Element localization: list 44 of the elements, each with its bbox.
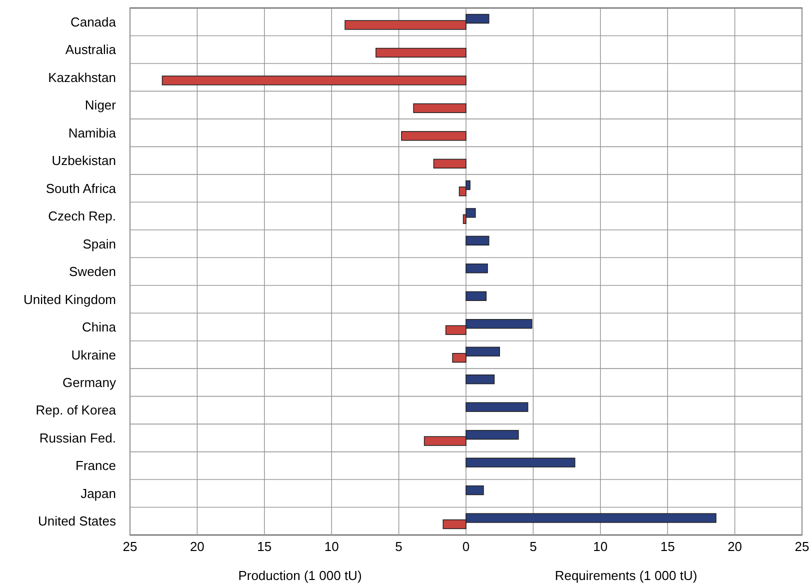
y-tick-label: Spain — [82, 236, 116, 252]
x-tick-label: 20 — [728, 539, 742, 554]
bar — [401, 131, 466, 141]
x-tick-label: 25 — [122, 539, 138, 554]
y-tick-label: Ukraine — [71, 347, 116, 362]
y-tick-label: United Kingdom — [24, 292, 116, 307]
bar — [466, 374, 495, 384]
y-tick-label: Germany — [62, 374, 116, 390]
y-tick-label: Rep. of Korea — [36, 402, 117, 418]
y-tick-label: Niger — [84, 98, 117, 113]
y-tick-label: Russian Fed. — [39, 430, 116, 446]
x-axis-title: Production (1 000 tU) — [238, 568, 362, 583]
bar — [413, 103, 466, 114]
bar — [466, 291, 487, 301]
x-tick-label: 10 — [324, 539, 339, 554]
bar — [162, 76, 466, 86]
x-tick-label: 15 — [660, 539, 675, 554]
x-tick-label: 5 — [395, 539, 402, 554]
y-tick-label: South Africa — [46, 180, 117, 196]
x-tick-label: 5 — [530, 539, 537, 554]
bar — [433, 158, 466, 168]
bar — [466, 236, 490, 246]
x-tick-label: 10 — [593, 539, 608, 554]
bar — [466, 402, 528, 412]
bar — [466, 458, 576, 468]
y-tick-label: Sweden — [69, 264, 116, 280]
x-tick-label: 20 — [190, 539, 204, 554]
y-tick-label: United States — [38, 514, 116, 529]
bar — [376, 48, 466, 58]
x-tick-label: 25 — [794, 539, 810, 554]
x-tick-label: 15 — [257, 539, 272, 554]
y-tick-label: Uzbekistan — [52, 153, 116, 168]
y-tick-label: Australia — [65, 42, 117, 58]
y-tick-label: China — [82, 320, 117, 335]
bar — [466, 485, 484, 496]
bar — [466, 264, 488, 274]
y-tick-label: Japan — [80, 486, 116, 501]
y-tick-label: Canada — [70, 14, 117, 30]
x-tick-label: 0 — [462, 539, 470, 554]
text: Requirements (1 000 tU) — [554, 568, 698, 583]
y-tick-label: Czech Rep. — [48, 208, 116, 224]
y-tick-label: Namibia — [68, 125, 117, 140]
y-tick-label: France — [76, 458, 116, 474]
y-tick-label: Kazakhstan — [48, 70, 116, 85]
